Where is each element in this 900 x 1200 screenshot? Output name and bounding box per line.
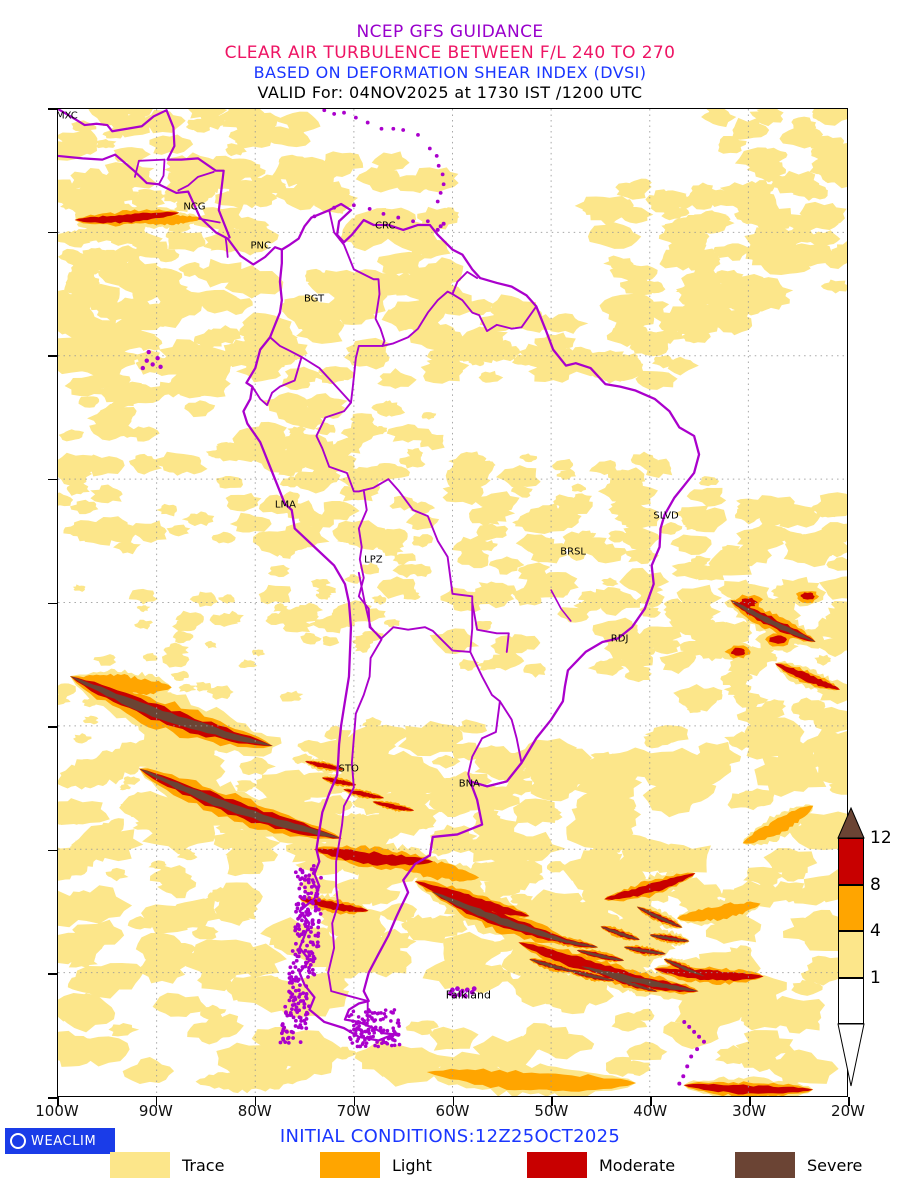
title-block: NCEP GFS GUIDANCE CLEAR AIR TURBULENCE B…: [0, 22, 900, 103]
lon-tick-mark: [57, 1097, 59, 1106]
colorbar-tick-4: 4: [870, 921, 881, 941]
lon-tick-mark: [155, 1097, 158, 1106]
lon-tick-mark: [650, 1097, 652, 1106]
colorbar-top-arrow-outline: [837, 806, 865, 839]
legend-swatch-moderate: [527, 1152, 587, 1178]
title-line-validity: VALID For: 04NOV2025 at 1730 IST /1200 U…: [257, 82, 643, 102]
lon-tick-label-30w: 30W: [732, 1102, 767, 1120]
lat-tick-mark: [48, 602, 57, 604]
legend-item-severe: Severe: [735, 1152, 862, 1178]
lon-tick-label-40w: 40W: [633, 1102, 668, 1120]
colorbar-tick-8: 8: [870, 874, 881, 895]
legend-item-trace: Trace: [110, 1152, 224, 1178]
city-label-crc: CRC: [375, 220, 396, 232]
legend-swatch-trace: [110, 1152, 170, 1178]
legend-item-light: Light: [320, 1152, 432, 1178]
severity-legend: Trace Light Moderate Severe: [0, 1152, 900, 1182]
city-label-bna: BNA: [458, 778, 480, 790]
city-label-lma: LMA: [274, 499, 296, 511]
title-line-product: CLEAR AIR TURBULENCE BETWEEN F/L 240 TO …: [224, 42, 676, 63]
lat-tick-mark: [48, 849, 57, 852]
lat-tick-mark: [48, 108, 57, 110]
legend-swatch-light: [320, 1152, 380, 1178]
colorbar-segment-1: [838, 977, 864, 1024]
lon-tick-mark: [353, 1097, 356, 1106]
lat-tick-mark: [48, 726, 57, 728]
title-line-agency: NCEP GFS GUIDANCE: [356, 22, 544, 42]
city-label-brsl: BRSL: [560, 546, 586, 558]
lon-tick-label-80w: 80W: [237, 1102, 272, 1120]
legend-label-light: Light: [392, 1155, 432, 1175]
city-label-mxc: MXC: [57, 110, 78, 122]
lon-tick-label-20w: 20W: [831, 1102, 865, 1120]
legend-swatch-severe: [735, 1152, 795, 1178]
lon-tick-mark: [551, 1097, 553, 1106]
lon-tick-label-100w: 100W: [35, 1102, 79, 1120]
lat-tick-mark: [48, 1097, 57, 1099]
lon-tick-mark: [452, 1097, 454, 1106]
weaclim-circle-icon: [10, 1133, 26, 1149]
city-label-sto: STO: [338, 763, 359, 775]
city-label-slvd: SLVD: [653, 510, 679, 522]
legend-item-moderate: Moderate: [527, 1152, 675, 1178]
city-label-rdj: RDJ: [610, 633, 629, 645]
lon-tick-label-70w: 70W: [336, 1102, 371, 1120]
colorbar-tick-12: 12: [870, 828, 892, 848]
lon-tick-label-50w: 50W: [534, 1102, 569, 1120]
lat-tick-mark: [48, 973, 57, 975]
lat-tick-mark: [48, 355, 57, 357]
colorbar-segment-4: [838, 931, 864, 978]
colorbar-segment-8: [838, 884, 864, 931]
lon-tick-mark: [254, 1097, 257, 1106]
legend-label-trace: Trace: [182, 1155, 225, 1175]
colorbar-tick-1: 1: [870, 967, 881, 988]
turbulence-map: [58, 109, 847, 1096]
map-frame: MXC NCG CRC PNC BGT LMA LPZ BRSL SLVD RDJ STO BNA Fa…: [57, 108, 848, 1097]
colorbar-segment-12: [838, 838, 864, 885]
weaclim-label: WEACLIM: [31, 1133, 97, 1149]
lat-tick-mark: [48, 478, 57, 481]
legend-label-severe: Severe: [807, 1155, 863, 1175]
colorbar-bottom-arrow-outline: [837, 1023, 865, 1087]
lon-tick-label-90w: 90W: [138, 1102, 173, 1120]
lon-tick-mark: [749, 1097, 751, 1106]
initial-conditions-text: INITIAL CONDITIONS:12Z25OCT2025: [279, 1126, 621, 1147]
weaclim-logo: WEACLIM: [5, 1128, 115, 1154]
city-label-falkland: Falkland: [445, 988, 491, 1002]
city-label-lpz: LPZ: [364, 554, 383, 566]
lat-tick-mark: [48, 231, 57, 234]
city-label-bgt: BGT: [303, 293, 325, 305]
lon-tick-label-60w: 60W: [435, 1102, 470, 1120]
legend-label-moderate: Moderate: [599, 1155, 676, 1175]
title-line-method: BASED ON DEFORMATION SHEAR INDEX (DVSI): [253, 63, 647, 83]
city-label-ncg: NCG: [183, 201, 206, 213]
colorbar: 12 8 4 1: [837, 806, 892, 1087]
lon-tick-mark: [848, 1097, 850, 1106]
city-label-pnc: PNC: [250, 240, 271, 252]
